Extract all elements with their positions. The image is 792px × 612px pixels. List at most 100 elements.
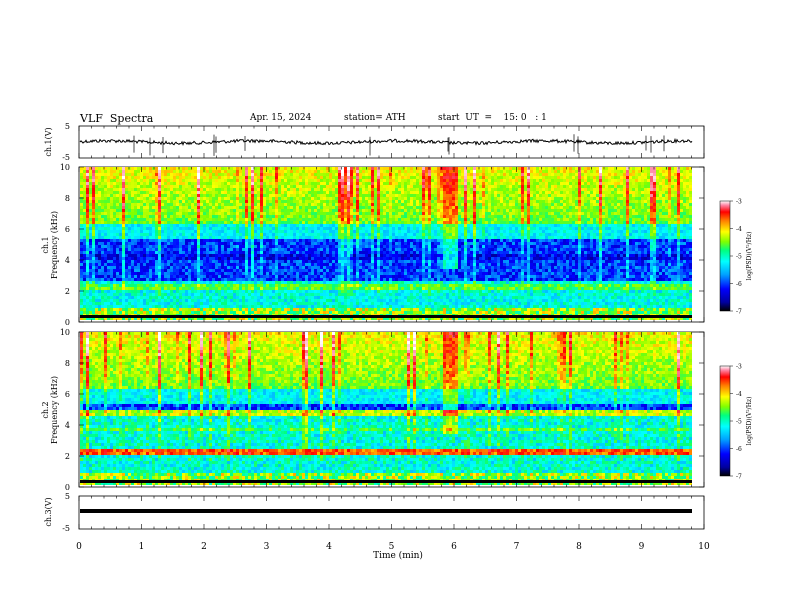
spectrogram-cell	[293, 221, 296, 224]
spectrogram-cell	[296, 233, 299, 236]
spectrogram-cell	[278, 239, 281, 242]
spectrogram-cell	[218, 224, 221, 227]
spectrogram-cell	[221, 308, 224, 311]
spectrogram-cell	[272, 284, 275, 287]
spectrogram-cell	[347, 284, 350, 287]
spectrogram-cell	[80, 308, 83, 311]
spectrogram-cell	[116, 290, 119, 293]
spectrogram-cell	[248, 293, 251, 296]
spectrogram-cell	[287, 185, 290, 188]
spectrogram-cell	[254, 236, 257, 239]
spectrogram-cell	[260, 245, 263, 248]
spectrogram-cell	[329, 200, 332, 203]
spectrogram-cell	[227, 278, 230, 281]
spectrogram-cell	[311, 212, 314, 215]
spectrogram-cell	[272, 188, 275, 191]
spectrogram-cell	[203, 245, 206, 248]
spectrogram-cell	[170, 284, 173, 287]
spectrogram-cell	[278, 176, 281, 179]
spectrogram-cell	[296, 197, 299, 200]
spectrogram-cell	[350, 227, 353, 230]
spectrogram-cell	[212, 263, 215, 266]
spectrogram-cell	[302, 311, 305, 314]
spectrogram-cell	[296, 266, 299, 269]
spectrogram-cell	[140, 284, 143, 287]
spectrogram-cell	[320, 284, 323, 287]
spectrogram-cell	[167, 200, 170, 203]
spectrogram-cell	[269, 203, 272, 206]
spectrogram-cell	[368, 308, 371, 311]
spectrogram-cell	[227, 230, 230, 233]
spectrogram-cell	[281, 281, 284, 284]
spectrogram-cell	[209, 251, 212, 254]
spectrogram-cell	[338, 173, 341, 176]
spectrogram-cell	[287, 245, 290, 248]
spectrogram-cell	[110, 167, 113, 170]
spectrogram-cell	[218, 200, 221, 203]
spectrogram-cell	[86, 206, 89, 209]
spectrogram-cell	[257, 242, 260, 245]
spectrogram-cell	[299, 167, 302, 170]
spectrogram-cell	[266, 299, 269, 302]
spectrogram-cell	[140, 308, 143, 311]
spectrogram-cell	[185, 263, 188, 266]
spectrogram-cell	[119, 293, 122, 296]
spectrogram-cell	[179, 173, 182, 176]
spectrogram-cell	[266, 269, 269, 272]
spectrogram-cell	[365, 239, 368, 242]
spectrogram-cell	[284, 221, 287, 224]
spectrogram-cell	[368, 167, 371, 170]
spectrogram-cell	[164, 218, 167, 221]
spectrogram-cell	[254, 221, 257, 224]
spectrogram-cell	[299, 263, 302, 266]
spectrogram-cell	[170, 170, 173, 173]
spectrogram-cell	[275, 224, 278, 227]
spectrogram-cell	[152, 254, 155, 257]
spectrogram-cell	[224, 311, 227, 314]
spectrogram-cell	[329, 266, 332, 269]
spectrogram-cell	[167, 284, 170, 287]
spectrogram-cell	[281, 188, 284, 191]
spectrogram-cell	[155, 299, 158, 302]
spectrogram-cell	[260, 293, 263, 296]
spectrogram-cell	[101, 299, 104, 302]
spectrogram-cell	[173, 227, 176, 230]
spectrogram-cell	[314, 194, 317, 197]
spectrogram-cell	[335, 293, 338, 296]
spectrogram-cell	[221, 272, 224, 275]
spectrogram-cell	[368, 293, 371, 296]
spectrogram-cell	[269, 182, 272, 185]
spectrogram-cell	[200, 308, 203, 311]
spectrogram-cell	[350, 248, 353, 251]
spectrogram-cell	[236, 302, 239, 305]
spectrogram-cell	[158, 191, 161, 194]
spectrogram-cell	[92, 188, 95, 191]
spectrogram-cell	[143, 275, 146, 278]
spectrogram-cell	[134, 239, 137, 242]
spectrogram-cell	[230, 305, 233, 308]
spectrogram-cell	[152, 263, 155, 266]
spectrogram-cell	[92, 197, 95, 200]
spectrogram-cell	[215, 245, 218, 248]
spectrogram-cell	[212, 272, 215, 275]
spectrogram-cell	[251, 224, 254, 227]
spectrogram-cell	[98, 182, 101, 185]
spectrogram-cell	[308, 191, 311, 194]
spectrogram-cell	[269, 209, 272, 212]
spectrogram-cell	[107, 170, 110, 173]
spectrogram-cell	[95, 197, 98, 200]
spectrogram-cell	[158, 203, 161, 206]
spectrogram-cell	[260, 287, 263, 290]
spectrogram-cell	[275, 191, 278, 194]
spectrogram-cell	[149, 257, 152, 260]
spectrogram-cell	[182, 311, 185, 314]
spectrogram-cell	[230, 236, 233, 239]
spectrogram-cell	[368, 233, 371, 236]
spectrogram-cell	[131, 266, 134, 269]
spectrogram-cell	[215, 263, 218, 266]
spectrogram-cell	[224, 167, 227, 170]
spectrogram-cell	[329, 218, 332, 221]
spectrogram-cell	[92, 290, 95, 293]
spectrogram-cell	[200, 299, 203, 302]
spectrogram-cell	[287, 212, 290, 215]
